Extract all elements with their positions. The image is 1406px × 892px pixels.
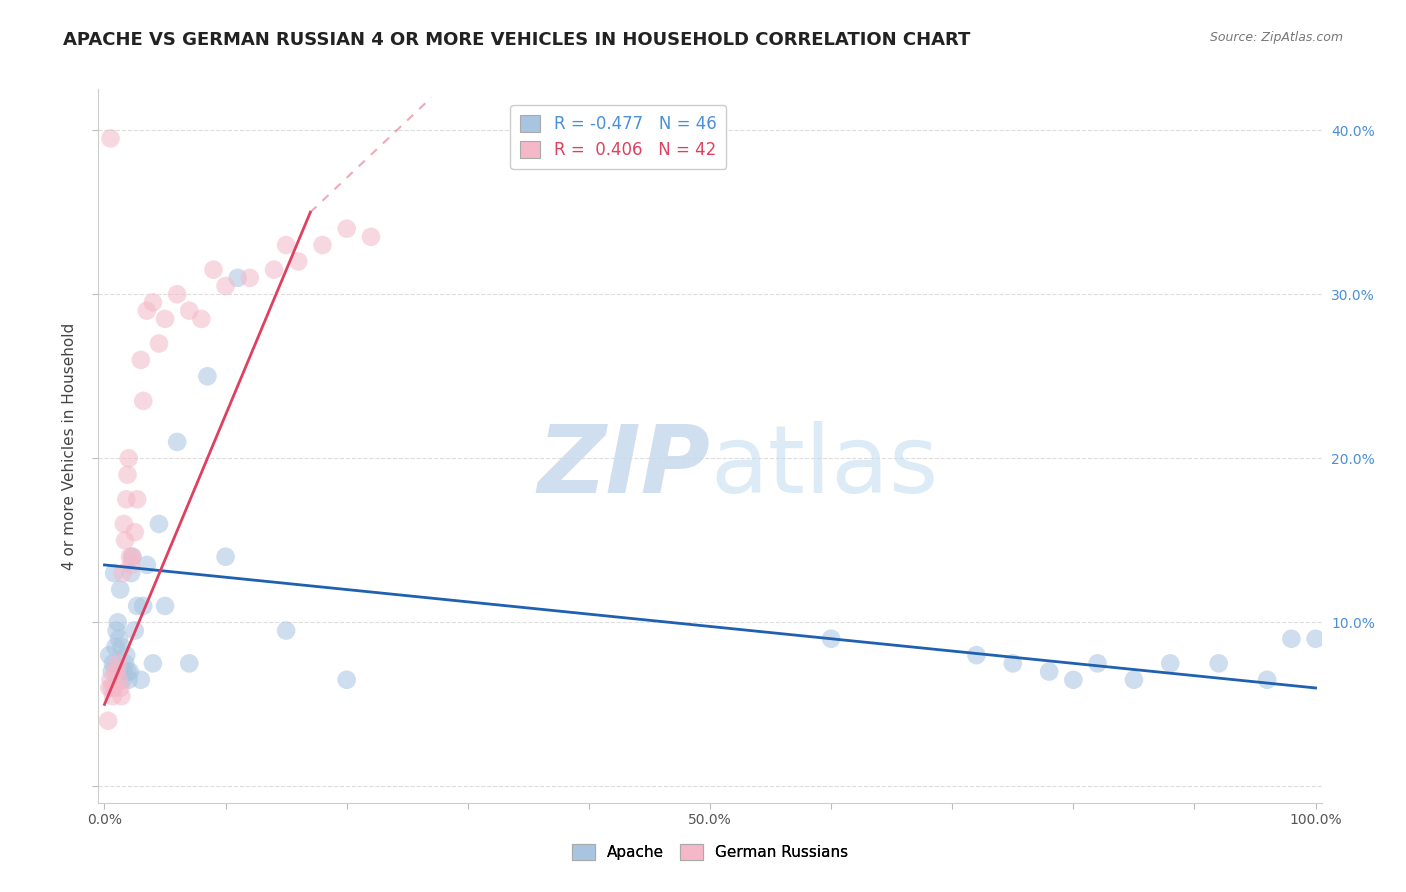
Point [142, 657, 165, 671]
Point [129, 673, 152, 687]
Point [226, 270, 249, 285]
Point [114, 533, 136, 548]
Point [1208, 657, 1230, 671]
Point [1305, 632, 1327, 646]
Point [110, 640, 132, 654]
Point [311, 238, 333, 252]
Point [115, 648, 138, 662]
Point [120, 558, 142, 572]
Point [179, 303, 201, 318]
Point [166, 287, 188, 301]
Point [360, 230, 382, 244]
Point [110, 681, 132, 695]
Point [127, 492, 149, 507]
Point [153, 311, 176, 326]
Point [100, 681, 122, 695]
Point [287, 254, 309, 268]
Point [1122, 673, 1144, 687]
Point [120, 566, 142, 581]
Point [105, 624, 128, 638]
Point [117, 467, 139, 482]
Point [100, 673, 122, 687]
Point [135, 303, 157, 318]
Point [336, 673, 359, 687]
Point [214, 279, 236, 293]
Point [104, 640, 127, 654]
Point [197, 369, 219, 384]
Point [214, 549, 236, 564]
Point [114, 657, 136, 671]
Point [110, 689, 132, 703]
Text: APACHE VS GERMAN RUSSIAN 4 OR MORE VEHICLES IN HOUSEHOLD CORRELATION CHART: APACHE VS GERMAN RUSSIAN 4 OR MORE VEHIC… [63, 31, 970, 49]
Point [107, 615, 129, 630]
Point [166, 434, 188, 449]
Point [100, 131, 122, 145]
Point [148, 336, 170, 351]
Point [202, 262, 225, 277]
Point [117, 665, 139, 679]
Point [108, 673, 131, 687]
Point [108, 632, 131, 646]
Point [820, 632, 842, 646]
Point [118, 665, 141, 679]
Legend: Apache, German Russians: Apache, German Russians [567, 838, 853, 866]
Point [132, 393, 155, 408]
Text: ZIP: ZIP [537, 421, 710, 514]
Point [1001, 657, 1024, 671]
Point [118, 451, 141, 466]
Point [1087, 657, 1109, 671]
Text: atlas: atlas [710, 421, 938, 514]
Point [276, 624, 298, 638]
Point [190, 311, 212, 326]
Point [124, 624, 146, 638]
Point [1256, 673, 1278, 687]
Point [97, 714, 120, 728]
Text: Source: ZipAtlas.com: Source: ZipAtlas.com [1209, 31, 1343, 45]
Point [105, 665, 128, 679]
Point [98, 648, 121, 662]
Point [98, 681, 121, 695]
Point [121, 549, 143, 564]
Point [118, 549, 141, 564]
Point [132, 599, 155, 613]
Point [1062, 673, 1084, 687]
Point [179, 657, 201, 671]
Point [124, 525, 146, 540]
Point [336, 221, 359, 235]
Point [103, 566, 125, 581]
Point [111, 566, 134, 581]
Point [135, 558, 157, 572]
Point [107, 657, 129, 671]
Point [129, 352, 152, 367]
Point [104, 665, 127, 679]
Point [103, 681, 125, 695]
Point [966, 648, 988, 662]
Point [110, 582, 132, 597]
Point [1038, 665, 1060, 679]
Point [1279, 632, 1302, 646]
Point [263, 262, 285, 277]
Point [142, 295, 165, 310]
Point [121, 549, 143, 564]
Point [276, 238, 298, 252]
Point [111, 673, 134, 687]
Point [1159, 657, 1181, 671]
Point [101, 657, 124, 671]
Point [101, 689, 124, 703]
Point [118, 673, 141, 687]
Point [115, 492, 138, 507]
Point [153, 599, 176, 613]
Point [148, 516, 170, 531]
Y-axis label: 4 or more Vehicles in Household: 4 or more Vehicles in Household [62, 322, 77, 570]
Point [112, 516, 135, 531]
Point [127, 599, 149, 613]
Point [112, 665, 135, 679]
Point [239, 270, 262, 285]
Point [100, 665, 122, 679]
